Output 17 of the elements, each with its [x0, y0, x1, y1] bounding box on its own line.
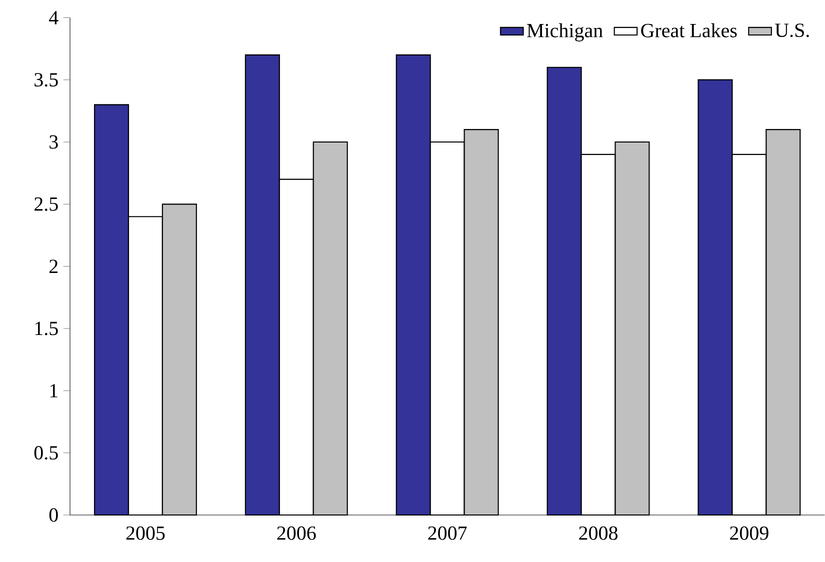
legend-label: U.S. — [775, 24, 809, 38]
y-tick-label: 4 — [49, 11, 58, 24]
y-tick-label: 1 — [50, 384, 58, 398]
y-tick-label: 3 — [50, 135, 58, 149]
x-tick-label: 2009 — [730, 526, 768, 540]
x-tick-label: 2007 — [428, 526, 467, 540]
x-tick-label: 2005 — [126, 526, 165, 540]
y-tick-label: 2 — [50, 260, 58, 273]
y-tick-label: 0.5 — [34, 446, 58, 460]
x-tick-label: 2008 — [579, 526, 618, 540]
x-tick-label: 2006 — [277, 526, 316, 540]
y-tick-label: 3.5 — [34, 73, 58, 87]
y-tick-label: 1.5 — [35, 322, 58, 336]
legend-label: Great Lakes — [641, 23, 737, 38]
y-tick-label: 2.5 — [34, 197, 58, 211]
legend-label: Michigan — [527, 23, 603, 42]
y-tick-label: 0 — [49, 508, 58, 522]
